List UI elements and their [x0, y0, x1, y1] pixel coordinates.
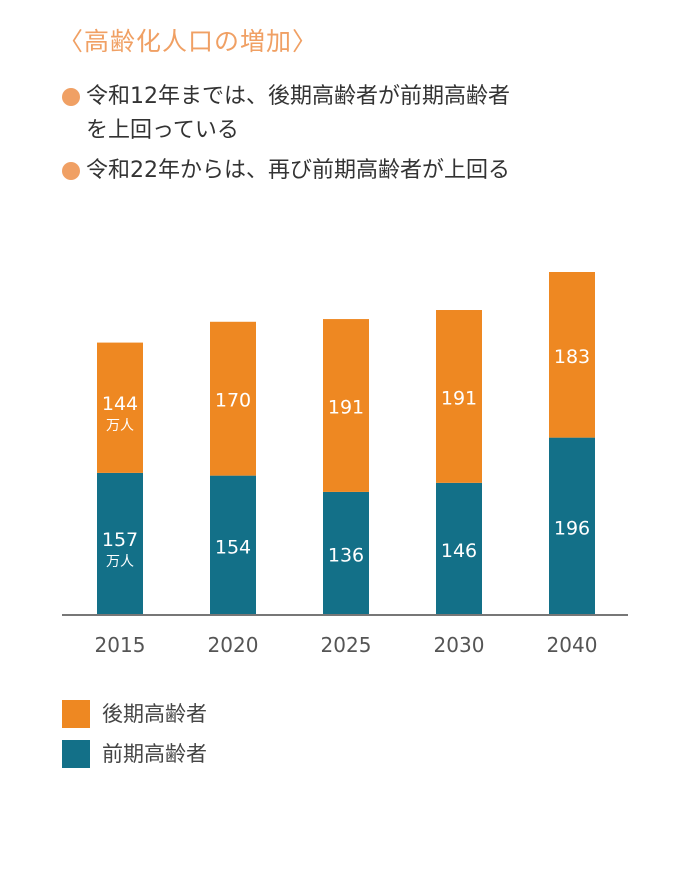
x-tick-label-2030: 2030	[434, 633, 485, 657]
x-tick-label-2015: 2015	[95, 633, 146, 657]
legend-swatch-early	[62, 740, 90, 768]
bullet-dot-icon	[62, 88, 80, 106]
unit-label-late-2015: 万人	[106, 418, 134, 434]
data-label-late-2040: 183	[554, 346, 590, 368]
data-label-late-2020: 170	[215, 390, 251, 412]
bar-early-2030	[436, 482, 482, 615]
data-label-early-2040: 196	[554, 517, 590, 539]
data-label-early-2015: 157	[102, 529, 138, 551]
data-label-late-2025: 191	[328, 396, 364, 418]
note-1-line-2: を上回っている	[86, 118, 239, 143]
bar-early-2025	[323, 491, 369, 615]
bar-early-2040	[549, 437, 595, 615]
x-tick-label-2025: 2025	[321, 633, 372, 657]
bar-late-2020	[210, 321, 256, 476]
bar-early-2015	[97, 472, 143, 615]
legend-label-late: 後期高齢者	[102, 702, 207, 726]
bar-late-2030	[436, 310, 482, 483]
note-2-line-1: 令和22年からは、再び前期高齢者が上回る	[86, 158, 510, 183]
data-label-late-2030: 191	[441, 387, 477, 409]
note-1-line-1: 令和12年までは、後期高齢者が前期高齢者	[86, 84, 510, 109]
chart-heading: 〈高齢化人口の増加〉	[58, 27, 319, 56]
data-label-early-2020: 154	[215, 536, 251, 558]
legend-label-early: 前期高齢者	[102, 742, 207, 766]
x-tick-label-2040: 2040	[547, 633, 598, 657]
data-label-early-2025: 136	[328, 544, 364, 566]
legend-swatch-late	[62, 700, 90, 728]
data-label-late-2015: 144	[102, 393, 138, 415]
x-tick-label-2020: 2020	[208, 633, 259, 657]
bullet-dot-icon	[62, 162, 80, 180]
unit-label-early-2015: 万人	[106, 554, 134, 570]
data-label-early-2030: 146	[441, 540, 477, 562]
bar-late-2025	[323, 319, 369, 492]
bar-early-2020	[210, 475, 256, 615]
bar-late-2040	[549, 272, 595, 438]
bar-late-2015	[97, 342, 143, 473]
